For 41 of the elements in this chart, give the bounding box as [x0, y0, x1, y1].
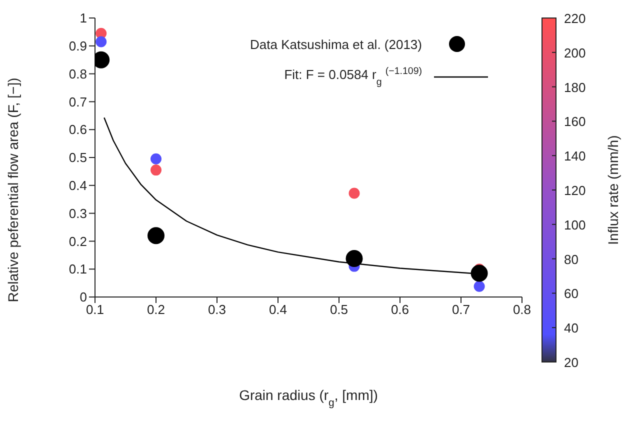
point	[346, 250, 363, 267]
y-tick-label: 0.1	[68, 262, 87, 277]
x-tick-label: 0.6	[390, 302, 410, 318]
color-bar-label: 60	[564, 286, 578, 302]
y-tick-label: 0.4	[68, 178, 87, 194]
y-axis-title: Relative peferential flow area (F, [−])	[5, 78, 21, 302]
point	[150, 164, 162, 176]
point	[474, 280, 485, 292]
color-bar-title: Influx rate (mm/h)	[605, 135, 621, 245]
point	[150, 153, 162, 164]
y-tick-label: 0.6	[68, 122, 87, 138]
y-tick-label: 0.3	[68, 206, 87, 221]
point	[148, 227, 164, 244]
y-tick-label: 0.5	[68, 150, 87, 166]
x-tick-label: 0.5	[330, 302, 348, 318]
color-bar-label: 220	[564, 11, 586, 26]
x-tick-label: 0.7	[452, 302, 470, 318]
x-axis-title: Grain radius (r$_{g}$, [mm])	[239, 387, 378, 409]
legend-label: Data Katsushima et al. (2013)	[250, 37, 422, 52]
color-bar-label: 80	[564, 252, 578, 267]
point	[348, 188, 360, 199]
y-tick-label: 0.8	[68, 66, 87, 82]
point	[470, 264, 488, 282]
y-tick-label: 1	[80, 10, 87, 26]
color-bar-label: 160	[564, 114, 586, 130]
x-tick-label: 0.3	[208, 302, 226, 318]
y-tick-label: 0.9	[68, 38, 87, 54]
color-bar-label: 120	[564, 183, 586, 198]
x-tick-label: 0.2	[146, 302, 166, 318]
color-bar-label: 40	[564, 320, 578, 336]
color-bar-label: 100	[564, 217, 586, 232]
y-tick-label: 0.2	[68, 234, 87, 249]
point	[96, 36, 107, 48]
y-tick-label: 0.7	[68, 94, 87, 110]
x-tick-label: 0.8	[512, 302, 532, 318]
color-bar-label: 180	[564, 80, 586, 95]
color-bar-label: 140	[564, 148, 586, 164]
color-bar-label: 20	[564, 355, 578, 370]
x-tick-label: 0.4	[268, 302, 288, 318]
y-tick-label: 0	[80, 290, 87, 305]
color-bar-label: 200	[564, 45, 586, 60]
